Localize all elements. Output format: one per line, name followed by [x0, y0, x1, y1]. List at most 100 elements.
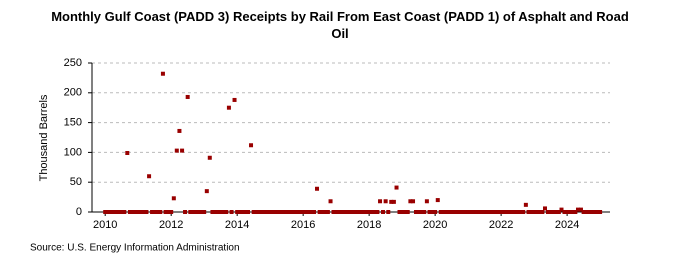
data-point — [515, 210, 520, 214]
data-point — [545, 210, 550, 214]
data-point — [117, 210, 122, 214]
data-point — [125, 150, 130, 155]
data-point — [193, 210, 198, 214]
data-point — [507, 210, 512, 214]
data-point — [559, 207, 564, 212]
data-point — [501, 210, 506, 214]
data-point — [364, 210, 369, 214]
data-point — [257, 210, 262, 214]
data-point — [221, 210, 226, 214]
data-point — [122, 210, 127, 214]
data-point — [430, 210, 435, 214]
data-point — [463, 210, 468, 214]
data-point — [240, 210, 245, 214]
data-point — [328, 199, 333, 204]
data-point — [169, 210, 174, 214]
data-point — [471, 210, 476, 214]
x-tick-label: 2012 — [159, 219, 183, 231]
data-point — [141, 210, 146, 214]
data-point — [279, 210, 284, 214]
data-point — [381, 210, 386, 214]
data-point — [518, 210, 523, 214]
data-point — [183, 210, 188, 214]
data-point — [394, 185, 399, 190]
data-point — [127, 210, 132, 214]
data-point — [383, 199, 388, 204]
data-point — [587, 210, 592, 214]
data-point — [334, 210, 339, 214]
data-point — [482, 210, 487, 214]
data-point — [416, 210, 421, 214]
data-point — [301, 210, 306, 214]
data-point — [204, 189, 209, 194]
data-point — [466, 210, 471, 214]
x-tick-label: 2018 — [357, 219, 381, 231]
x-tick-label: 2022 — [489, 219, 513, 231]
data-point — [282, 210, 287, 214]
data-point — [111, 210, 116, 214]
data-point — [196, 210, 201, 214]
data-point — [540, 210, 545, 214]
y-axis-label: Thousand Barrels — [38, 94, 50, 181]
data-point — [166, 210, 171, 214]
data-point — [455, 210, 460, 214]
data-point — [534, 210, 539, 214]
data-point — [309, 210, 314, 214]
data-point — [317, 210, 322, 214]
chart-title: Monthly Gulf Coast (PADD 3) Receipts by … — [51, 9, 629, 41]
y-tick-label: 200 — [64, 87, 82, 99]
data-point — [265, 210, 270, 214]
data-point — [488, 210, 493, 214]
data-point — [232, 97, 237, 102]
data-point — [510, 210, 515, 214]
data-point — [452, 210, 457, 214]
data-point — [130, 210, 135, 214]
data-point — [449, 210, 454, 214]
x-tick-label: 2024 — [555, 219, 579, 231]
data-point — [446, 210, 451, 214]
data-point — [427, 210, 432, 214]
data-point — [485, 210, 490, 214]
data-point — [353, 210, 358, 214]
data-point — [163, 210, 168, 214]
y-tick-label: 100 — [64, 146, 82, 158]
data-point — [290, 210, 295, 214]
data-point — [435, 198, 440, 203]
data-point — [105, 210, 110, 214]
data-point — [133, 210, 138, 214]
data-point — [108, 210, 113, 214]
data-point — [218, 210, 223, 214]
data-point — [543, 206, 548, 211]
data-point — [554, 210, 559, 214]
data-point — [408, 199, 413, 204]
data-point — [226, 105, 231, 110]
data-point — [262, 210, 267, 214]
data-point — [342, 210, 347, 214]
y-tick-label: 250 — [64, 57, 82, 69]
data-point — [490, 210, 495, 214]
y-tick-label: 150 — [64, 117, 82, 129]
data-point — [499, 210, 504, 214]
data-point — [177, 128, 182, 133]
x-tick-label: 2020 — [423, 219, 447, 231]
data-point — [358, 210, 363, 214]
data-point — [320, 210, 325, 214]
data-point — [207, 155, 212, 160]
data-point — [229, 210, 234, 214]
data-point — [298, 210, 303, 214]
data-point — [348, 210, 353, 214]
data-point — [339, 210, 344, 214]
data-point — [270, 210, 275, 214]
data-point — [210, 210, 215, 214]
data-point — [174, 148, 179, 153]
data-point — [246, 210, 251, 214]
y-tick-label: 50 — [70, 176, 82, 188]
data-point — [573, 210, 578, 214]
data-point — [375, 210, 380, 214]
data-point — [103, 210, 108, 214]
data-point — [565, 210, 570, 214]
data-point — [171, 196, 176, 201]
data-point — [570, 210, 575, 214]
data-point — [114, 210, 119, 214]
